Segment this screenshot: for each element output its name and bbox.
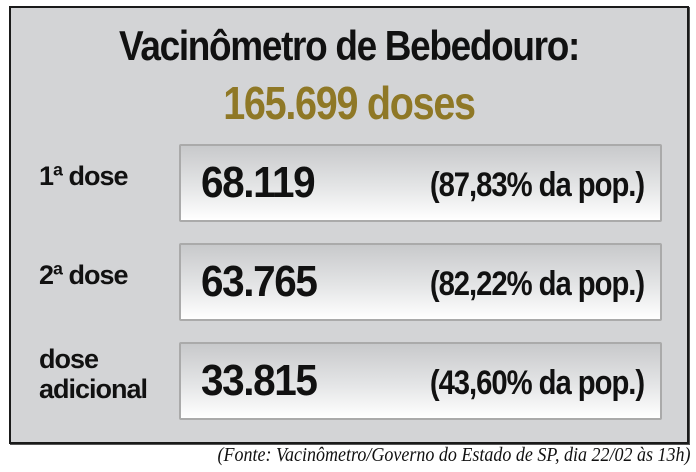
total-doses: 165.699 doses [223, 77, 476, 129]
additional-dose-count: 33.815 [201, 356, 318, 405]
row-label-additional-dose: dose adicional [39, 344, 148, 404]
row-label-line1: dose [39, 344, 99, 374]
additional-dose-box: 33.815 (43,60% da pop.) [179, 342, 662, 420]
second-dose-percent: (82,22% da pop.) [429, 265, 645, 303]
first-dose-box: 68.119 (87,83% da pop.) [179, 144, 662, 222]
source-caption: (Fonte: Vacinômetro/Governo do Estado de… [217, 444, 690, 466]
row-label-first-dose: 1ª dose [39, 161, 129, 191]
infographic-panel: Vacinômetro de Bebedouro: 165.699 doses … [9, 6, 689, 444]
second-dose-count: 63.765 [201, 257, 318, 306]
row-label-second-dose: 2ª dose [39, 260, 129, 290]
second-dose-box: 63.765 (82,22% da pop.) [179, 243, 662, 321]
first-dose-percent: (87,83% da pop.) [429, 166, 645, 204]
first-dose-count: 68.119 [201, 158, 316, 207]
infographic-title: Vacinômetro de Bebedouro: [119, 22, 580, 69]
row-label-line2: adicional [39, 374, 148, 404]
additional-dose-percent: (43,60% da pop.) [429, 364, 645, 402]
